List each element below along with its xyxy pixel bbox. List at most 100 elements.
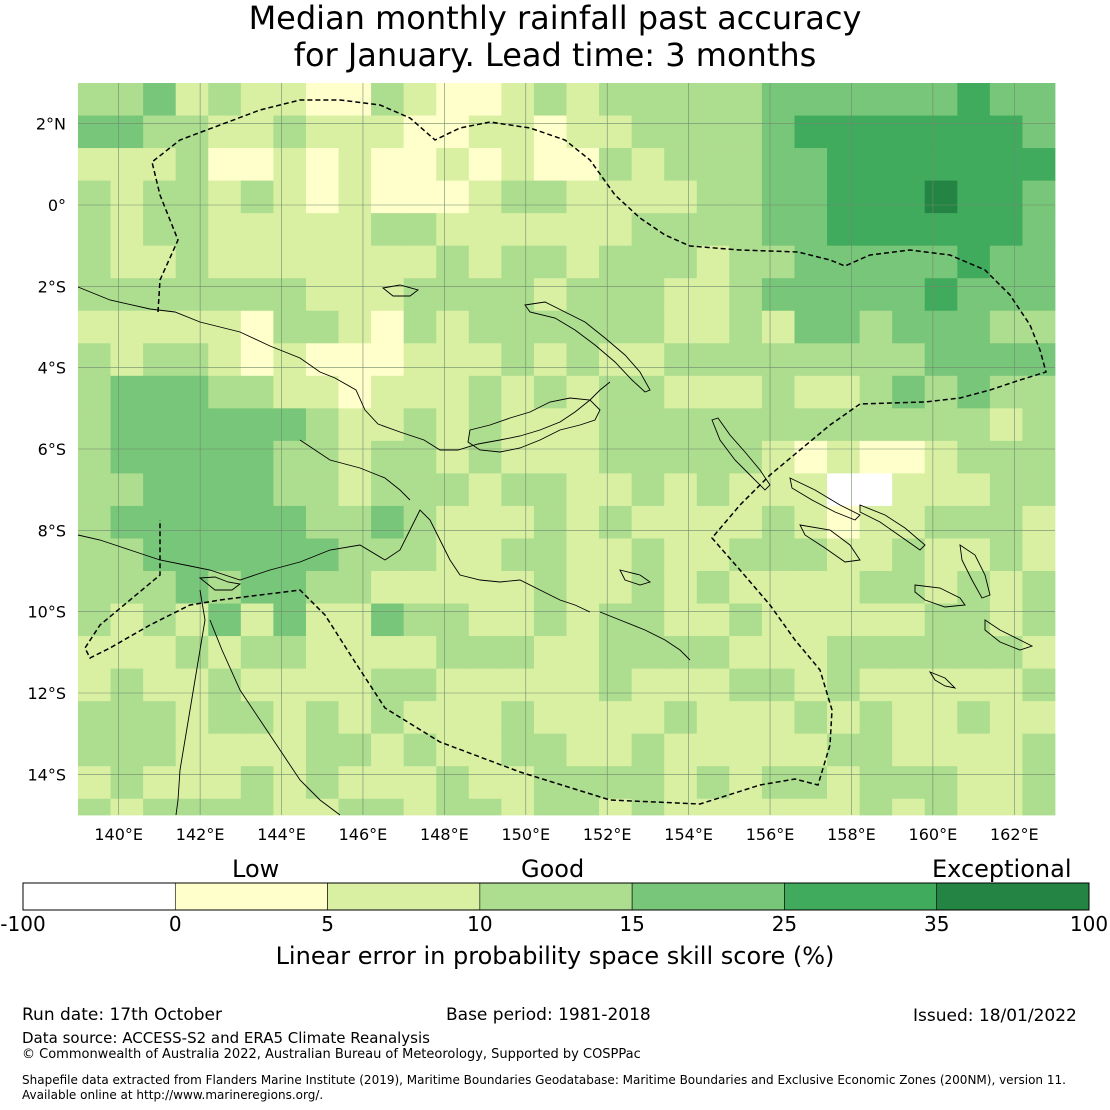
skill-cell bbox=[1022, 766, 1056, 800]
skill-cell bbox=[468, 766, 502, 800]
skill-cell bbox=[175, 636, 209, 669]
skill-cell bbox=[533, 766, 567, 800]
skill-cell bbox=[436, 440, 470, 474]
skill-cell bbox=[175, 278, 209, 312]
skill-cell bbox=[110, 440, 144, 474]
skill-cell bbox=[631, 798, 665, 816]
skill-cell bbox=[989, 538, 1023, 572]
skill-cell bbox=[175, 571, 209, 604]
skill-cell bbox=[631, 375, 665, 409]
skill-cell bbox=[957, 408, 991, 442]
skill-cell bbox=[240, 278, 274, 312]
skill-cell bbox=[175, 701, 209, 735]
skill-cell bbox=[729, 310, 763, 344]
skill-cell bbox=[371, 603, 405, 637]
skill-cell bbox=[78, 245, 111, 279]
skill-cell bbox=[892, 538, 926, 572]
skill-cell bbox=[729, 766, 763, 800]
skill-cell bbox=[110, 636, 144, 669]
skill-cell bbox=[273, 538, 307, 572]
skill-cell bbox=[989, 668, 1023, 702]
skill-cell bbox=[794, 798, 828, 816]
lon-tick-label: 156°E bbox=[746, 825, 795, 844]
skill-cell bbox=[78, 766, 111, 800]
skill-cell bbox=[208, 83, 242, 116]
skill-cell bbox=[696, 375, 730, 409]
skill-cell bbox=[827, 115, 860, 149]
skill-cell bbox=[859, 213, 893, 247]
skill-cell bbox=[664, 408, 698, 442]
skill-cell bbox=[436, 115, 470, 149]
skill-cell bbox=[989, 375, 1023, 409]
skill-cell bbox=[794, 733, 828, 767]
skill-cell bbox=[1022, 505, 1056, 539]
skill-cell bbox=[371, 83, 405, 116]
skill-cell bbox=[468, 83, 502, 116]
skill-cell bbox=[924, 798, 958, 816]
skill-cell bbox=[729, 148, 763, 181]
skill-cell bbox=[240, 538, 274, 572]
skill-cell bbox=[924, 408, 958, 442]
skill-cell bbox=[78, 148, 111, 181]
skill-cell bbox=[110, 278, 144, 312]
skill-cell bbox=[859, 180, 893, 214]
skill-cell bbox=[403, 310, 437, 344]
map-gridlines bbox=[78, 83, 1055, 815]
skill-cell bbox=[533, 571, 567, 604]
skill-cell bbox=[501, 440, 535, 474]
skill-cell bbox=[403, 668, 437, 702]
skill-cell bbox=[240, 571, 274, 604]
skill-cell bbox=[468, 343, 502, 377]
skill-cell bbox=[305, 408, 339, 442]
skill-cell bbox=[78, 343, 111, 377]
skill-cell bbox=[501, 180, 535, 214]
skill-cell bbox=[892, 701, 926, 735]
skill-cell bbox=[175, 798, 209, 816]
bougainville bbox=[711, 417, 771, 491]
skill-cell bbox=[533, 473, 567, 507]
skill-cell bbox=[78, 180, 111, 214]
skill-cell bbox=[78, 440, 111, 474]
skill-cell bbox=[371, 245, 405, 279]
skill-cell bbox=[989, 733, 1023, 767]
new-georgia bbox=[799, 524, 861, 563]
skill-cell bbox=[664, 375, 698, 409]
skill-cell bbox=[696, 310, 730, 344]
skill-cell bbox=[208, 538, 242, 572]
skill-cell bbox=[110, 115, 144, 149]
skill-cell bbox=[631, 245, 665, 279]
skill-cell bbox=[892, 180, 926, 214]
skill-cell bbox=[501, 668, 535, 702]
skill-cell bbox=[501, 701, 535, 735]
skill-cell bbox=[143, 733, 177, 767]
skill-cell bbox=[761, 701, 795, 735]
skill-cell bbox=[305, 798, 339, 816]
skill-cell bbox=[338, 310, 372, 344]
skill-cell bbox=[599, 571, 633, 604]
skill-cell bbox=[403, 636, 437, 669]
skill-cell bbox=[110, 798, 144, 816]
skill-cell bbox=[403, 278, 437, 312]
skill-cell bbox=[175, 408, 209, 442]
skill-cell bbox=[827, 278, 860, 312]
skill-cell bbox=[1022, 636, 1056, 669]
skill-cell bbox=[664, 668, 698, 702]
skill-cell bbox=[175, 310, 209, 344]
skill-cell bbox=[175, 473, 209, 507]
skill-cell bbox=[533, 636, 567, 669]
lat-tick-label: 6°S bbox=[38, 440, 66, 459]
skill-cell bbox=[208, 375, 242, 409]
skill-cell bbox=[403, 148, 437, 181]
lat-tick-label: 14°S bbox=[27, 765, 66, 784]
skill-cell bbox=[338, 473, 372, 507]
skill-cell bbox=[436, 278, 470, 312]
skill-cell bbox=[729, 668, 763, 702]
lon-tick-label: 160°E bbox=[909, 825, 958, 844]
skill-cell bbox=[957, 701, 991, 735]
skill-cell bbox=[794, 668, 828, 702]
skill-cell bbox=[989, 636, 1023, 669]
skill-cell bbox=[533, 83, 567, 116]
skill-cell bbox=[468, 310, 502, 344]
skill-cell bbox=[175, 245, 209, 279]
skill-cell bbox=[371, 310, 405, 344]
